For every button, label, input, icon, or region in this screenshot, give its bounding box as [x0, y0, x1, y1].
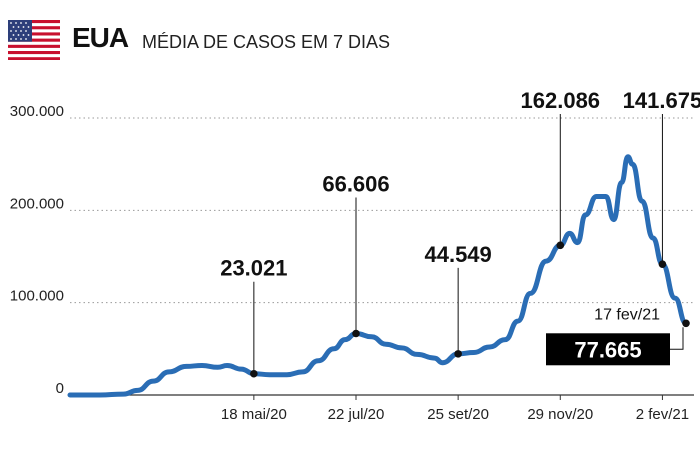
x-axis-ticks: 18 mai/20 22 jul/20 25 set/20 29 nov/20 2 fe…: [221, 395, 689, 423]
y-tick-label: 200.000: [10, 195, 64, 212]
last-value-leader: [670, 327, 683, 349]
last-value-label: 77.665: [574, 337, 641, 362]
annotation-label: 23.021: [220, 256, 287, 281]
x-tick-label: 18 mai/20: [221, 406, 287, 423]
annotation-label: 162.086: [521, 88, 601, 113]
y-axis-ticks: 0 100.000 200.000 300.000: [10, 103, 64, 397]
annotation-point: [556, 242, 564, 250]
annotation-point: [352, 330, 360, 338]
x-tick-label: 2 fev/21: [636, 406, 689, 423]
y-tick-label: 0: [56, 380, 64, 397]
annotation-label: 66.606: [322, 172, 389, 197]
line-chart: 0 100.000 200.000 300.000 18 mai/20 22 jul/2…: [0, 0, 700, 450]
x-tick-label: 29 nov/20: [527, 406, 593, 423]
annotation-point: [454, 350, 462, 358]
annotation-point: [250, 370, 258, 378]
y-tick-label: 100.000: [10, 288, 64, 305]
annotation-point: [659, 260, 667, 268]
last-date-label: 17 fev/21: [594, 306, 660, 323]
y-tick-label: 300.000: [10, 103, 64, 120]
last-point-marker: [682, 319, 690, 327]
annotation-label: 44.549: [424, 242, 491, 267]
x-tick-label: 25 set/20: [427, 406, 489, 423]
annotation-label: 141.675: [623, 88, 700, 113]
x-tick-label: 22 jul/20: [328, 406, 385, 423]
last-value-callout: 17 fev/21 77.665: [546, 306, 690, 365]
